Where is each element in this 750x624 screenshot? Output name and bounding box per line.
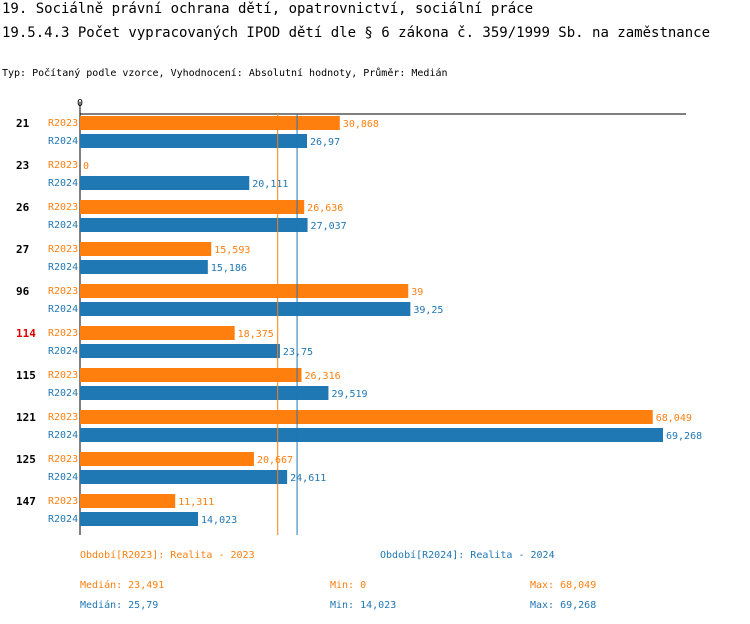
bar xyxy=(80,326,235,340)
legend-period-2023: Období[R2023]: Realita - 2023 xyxy=(80,550,255,561)
bar xyxy=(80,134,307,148)
series-label: R2023 xyxy=(48,328,78,339)
series-label: R2024 xyxy=(48,472,78,483)
category-label: 26 xyxy=(16,201,30,214)
legend-median-2023: Medián: 23,491 xyxy=(80,580,165,591)
value-label: 23,75 xyxy=(283,347,313,358)
series-label: R2023 xyxy=(48,160,78,171)
series-label: R2023 xyxy=(48,496,78,507)
bar xyxy=(80,512,199,526)
category-label: 147 xyxy=(16,495,36,508)
value-label: 39,25 xyxy=(413,305,443,316)
series-label: R2024 xyxy=(48,514,78,525)
value-label: 20,667 xyxy=(257,455,293,466)
bar xyxy=(80,428,664,442)
value-label: 27,037 xyxy=(311,221,347,232)
value-label: 15,593 xyxy=(214,245,250,256)
value-label: 20,111 xyxy=(252,179,288,190)
bar xyxy=(80,260,208,274)
category-label: 23 xyxy=(16,159,29,172)
legend-median-2024: Medián: 25,79 xyxy=(80,600,159,611)
value-label: 11,311 xyxy=(178,497,214,508)
bar xyxy=(80,284,409,298)
value-label: 15,186 xyxy=(211,263,247,274)
legend-min-2024: Min: 14,023 xyxy=(330,600,397,611)
value-label: 29,519 xyxy=(331,389,367,400)
value-label: 0 xyxy=(83,161,89,172)
value-label: 14,023 xyxy=(201,515,237,526)
series-label: R2023 xyxy=(48,118,78,129)
legend-min-2023: Min: 0 xyxy=(330,580,367,591)
bar xyxy=(80,410,653,424)
bar xyxy=(80,218,308,232)
category-label: 21 xyxy=(16,117,30,130)
bar xyxy=(80,200,305,214)
chart-subtitle: 19.5.4.3 Počet vypracovaných IPOD dětí d… xyxy=(2,25,711,41)
series-label: R2024 xyxy=(48,430,78,441)
x-axis-zero-label: 0 xyxy=(77,98,83,109)
value-label: 26,97 xyxy=(310,137,340,148)
legend-max-2023: Max: 68,049 xyxy=(530,580,597,591)
bar xyxy=(80,494,176,508)
value-label: 68,049 xyxy=(656,413,692,424)
bar xyxy=(80,470,288,484)
series-label: R2023 xyxy=(48,202,78,213)
bar xyxy=(80,344,280,358)
value-label: 18,375 xyxy=(238,329,274,340)
category-label: 114 xyxy=(16,327,36,340)
value-label: 26,636 xyxy=(307,203,343,214)
series-label: R2024 xyxy=(48,346,78,357)
legend-period-2024: Období[R2024]: Realita - 2024 xyxy=(380,550,555,561)
series-label: R2024 xyxy=(48,220,78,231)
series-label: R2023 xyxy=(48,370,78,381)
category-label: 121 xyxy=(16,411,36,424)
value-label: 24,611 xyxy=(290,473,326,484)
value-label: 26,316 xyxy=(304,371,340,382)
series-label: R2023 xyxy=(48,286,78,297)
series-label: R2023 xyxy=(48,412,78,423)
series-label: R2024 xyxy=(48,388,78,399)
category-label: 115 xyxy=(16,369,36,382)
bar xyxy=(80,176,250,190)
category-label: 125 xyxy=(16,453,36,466)
legend-max-2024: Max: 69,268 xyxy=(530,600,597,611)
series-label: R2024 xyxy=(48,136,78,147)
bar xyxy=(80,116,340,130)
bar xyxy=(80,302,411,316)
category-label: 96 xyxy=(16,285,30,298)
bar xyxy=(80,386,329,400)
series-label: R2023 xyxy=(48,454,78,465)
value-label: 30,868 xyxy=(343,119,379,130)
value-label: 39 xyxy=(411,287,423,298)
series-label: R2024 xyxy=(48,304,78,315)
bar xyxy=(80,452,254,466)
bar xyxy=(80,368,302,382)
series-label: R2023 xyxy=(48,244,78,255)
chart-title: 19. Sociálně právní ochrana dětí, opatro… xyxy=(2,1,534,17)
series-label: R2024 xyxy=(48,178,78,189)
bar xyxy=(80,242,212,256)
chart-info: Typ: Počítaný podle vzorce, Vyhodnocení:… xyxy=(2,68,448,79)
value-label: 69,268 xyxy=(666,431,702,442)
category-label: 27 xyxy=(16,243,29,256)
series-label: R2024 xyxy=(48,262,78,273)
